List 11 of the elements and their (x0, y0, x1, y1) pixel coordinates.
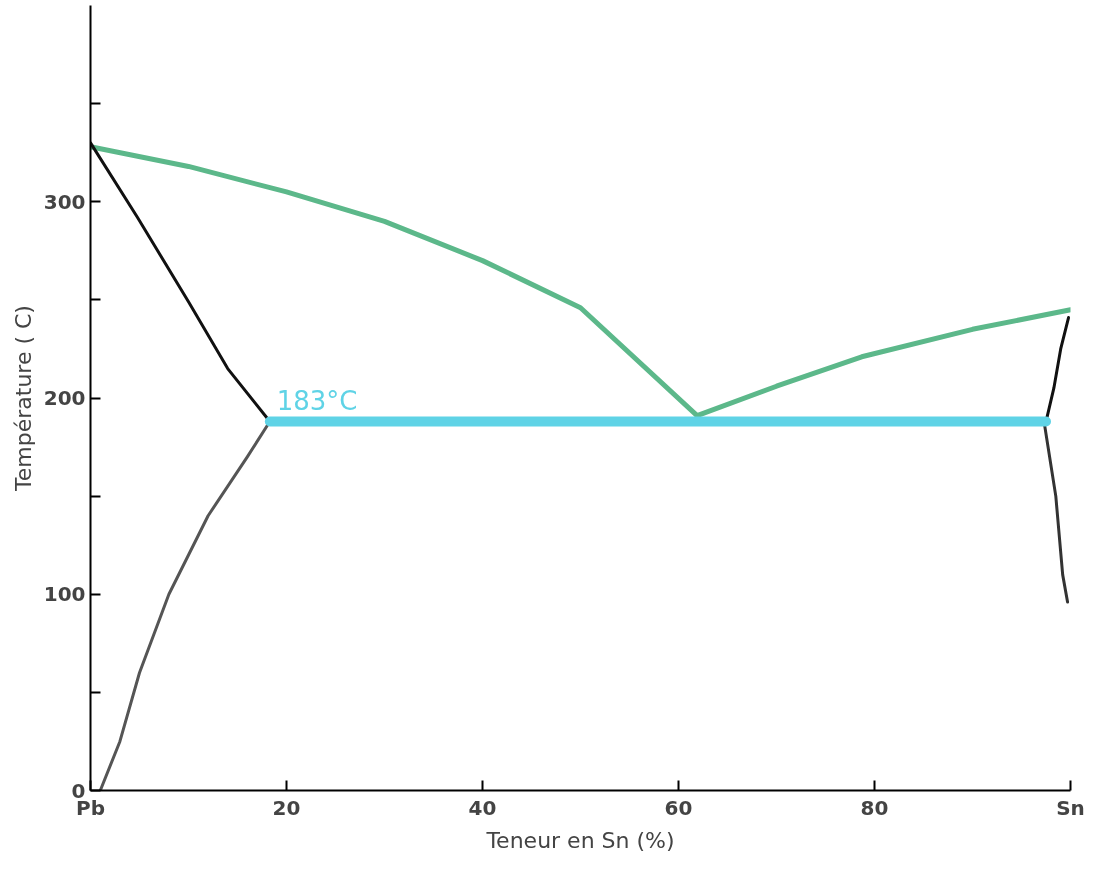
annotation: 183°C (276, 385, 358, 416)
y-axis-title: Température ( C) (10, 305, 36, 492)
y-tick-label: 300 (43, 189, 86, 214)
x-tick-label: 60 (664, 795, 693, 820)
x-axis-title: Teneur en Sn (%) (485, 827, 675, 853)
x-tick-label: Sn (1056, 795, 1085, 820)
x-tick-label: 80 (860, 795, 889, 820)
y-tick-label: 200 (43, 386, 86, 410)
x-tick-label: 40 (468, 795, 497, 820)
x-tick-label: 20 (272, 795, 301, 820)
y-tick-label: 100 (43, 582, 86, 607)
